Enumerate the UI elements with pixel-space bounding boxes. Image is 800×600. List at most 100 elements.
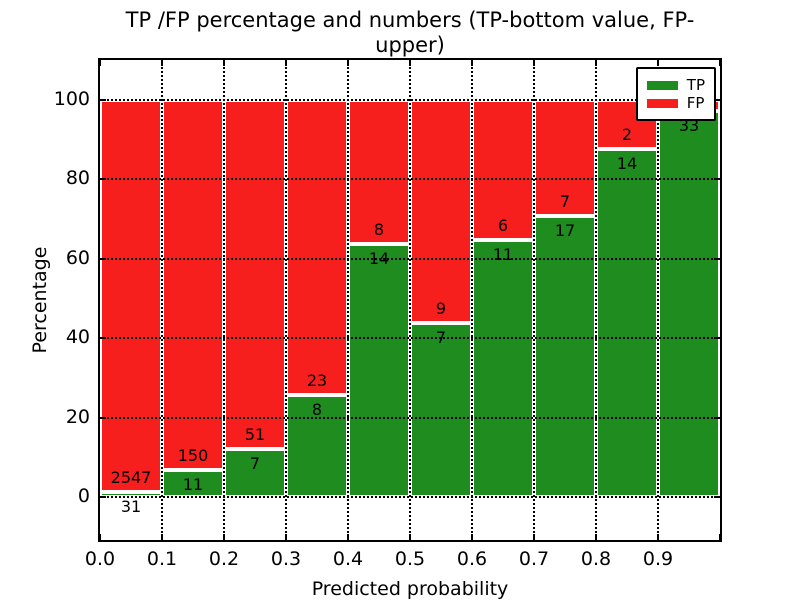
bar-segment-fp <box>162 99 224 470</box>
legend-swatch-fp <box>646 98 678 108</box>
gridline-vertical <box>471 60 473 540</box>
x-tick-mark <box>223 60 225 66</box>
x-tick-mark <box>409 60 411 66</box>
x-tick-mark <box>533 534 535 540</box>
bar-label-fp: 7 <box>559 191 571 211</box>
x-tick-label: 0.4 <box>332 548 364 570</box>
x-tick-mark <box>161 60 163 66</box>
y-tick-mark <box>100 178 106 181</box>
x-tick-mark <box>595 534 597 540</box>
gridline-vertical <box>161 60 163 540</box>
x-tick-mark <box>223 534 225 540</box>
y-tick-mark <box>100 98 106 101</box>
bar-label-tp: 8 <box>311 399 323 419</box>
x-tick-mark <box>595 60 597 66</box>
x-tick-label: 0.6 <box>456 548 488 570</box>
bar-segment-tp <box>224 449 286 498</box>
x-tick-mark <box>719 534 721 540</box>
legend: TP FP <box>635 67 716 121</box>
bar-segment-tp <box>596 149 658 498</box>
bar-label-tp: 7 <box>435 328 447 348</box>
x-tick-mark <box>471 534 473 540</box>
gridline-vertical <box>223 60 225 540</box>
bar-label-tp: 14 <box>616 154 638 174</box>
x-tick-mark <box>99 534 101 540</box>
x-tick-mark <box>285 60 287 66</box>
bar-segment-tp <box>410 323 472 498</box>
bar-label-tp: 11 <box>182 474 204 494</box>
x-tick-mark <box>471 60 473 66</box>
x-tick-label: 0.5 <box>394 548 426 570</box>
bar-segment-fp <box>534 99 596 216</box>
bar-segment-fp <box>472 99 534 240</box>
x-tick-label: 0.2 <box>208 548 240 570</box>
gridline-vertical <box>657 60 659 540</box>
bar-label-fp: 51 <box>244 425 266 445</box>
y-tick-mark <box>714 98 720 101</box>
gridline-vertical <box>595 60 597 540</box>
y-tick-mark <box>714 178 720 181</box>
legend-label-tp: TP <box>686 75 705 94</box>
bar-label-fp: 9 <box>435 299 447 319</box>
y-tick-label: 0 <box>77 485 90 508</box>
x-tick-mark <box>657 534 659 540</box>
gridline-vertical <box>347 60 349 540</box>
y-tick-mark <box>100 496 106 499</box>
y-tick-mark <box>100 257 106 260</box>
x-tick-label: 0.7 <box>518 548 550 570</box>
x-tick-label: 0.3 <box>270 548 302 570</box>
bar-label-tp: 17 <box>554 220 576 240</box>
gridline-vertical <box>409 60 411 540</box>
bar-segment-tp <box>658 111 720 498</box>
bar-segment-fp <box>286 99 348 395</box>
x-tick-mark <box>719 60 721 66</box>
gridline-vertical <box>285 60 287 540</box>
x-tick-label: 0.1 <box>146 548 178 570</box>
y-tick-mark <box>714 496 720 499</box>
y-tick-mark <box>714 416 720 419</box>
x-tick-mark <box>347 60 349 66</box>
x-tick-label: 0.8 <box>580 548 612 570</box>
x-tick-label: 0.9 <box>642 548 674 570</box>
x-tick-mark <box>161 534 163 540</box>
bar-label-fp: 6 <box>497 215 509 235</box>
x-tick-label: 0.0 <box>84 548 116 570</box>
y-tick-mark <box>714 337 720 340</box>
x-tick-mark <box>409 534 411 540</box>
bar-label-tp: 33 <box>678 116 700 136</box>
bar-label-fp: 150 <box>177 445 209 465</box>
x-tick-mark <box>99 60 101 66</box>
bar-label-tp: 7 <box>249 454 261 474</box>
x-axis-label: Predicted probability <box>311 578 509 600</box>
bar-segment-tp <box>348 244 410 498</box>
bar-segment-fp <box>100 99 162 493</box>
legend-swatch-tp <box>646 80 678 90</box>
chart-title-line1: TP /FP percentage and numbers (TP-bottom… <box>125 8 695 57</box>
legend-entry-tp: TP <box>646 75 705 94</box>
bar-label-tp: 14 <box>368 249 390 269</box>
y-tick-label: 40 <box>65 326 90 349</box>
y-tick-label: 80 <box>65 167 90 190</box>
plot-area: Percentage Predicted probability 2547 31 1… <box>29 58 722 600</box>
bar-label-tp: 11 <box>492 244 514 264</box>
y-tick-mark <box>714 257 720 260</box>
x-tick-mark <box>657 60 659 66</box>
y-tick-mark <box>100 416 106 419</box>
bar-segment-tp <box>162 469 224 498</box>
legend-label-fp: FP <box>686 93 705 112</box>
bar-segment-tp <box>534 215 596 498</box>
bar-label-fp: 23 <box>306 370 328 390</box>
y-tick-label: 100 <box>53 87 90 110</box>
y-tick-mark <box>100 337 106 340</box>
y-tick-label: 20 <box>65 405 90 428</box>
x-tick-mark <box>347 534 349 540</box>
bar-label-fp: 2547 <box>110 468 152 488</box>
x-tick-mark <box>533 60 535 66</box>
bar-segment-fp <box>224 99 286 450</box>
bar-label-fp: 2 <box>621 125 633 145</box>
y-tick-label: 60 <box>65 246 90 269</box>
gridline-vertical <box>533 60 535 540</box>
bar-segment-fp <box>410 99 472 324</box>
bar-label-tp: 31 <box>120 497 142 517</box>
